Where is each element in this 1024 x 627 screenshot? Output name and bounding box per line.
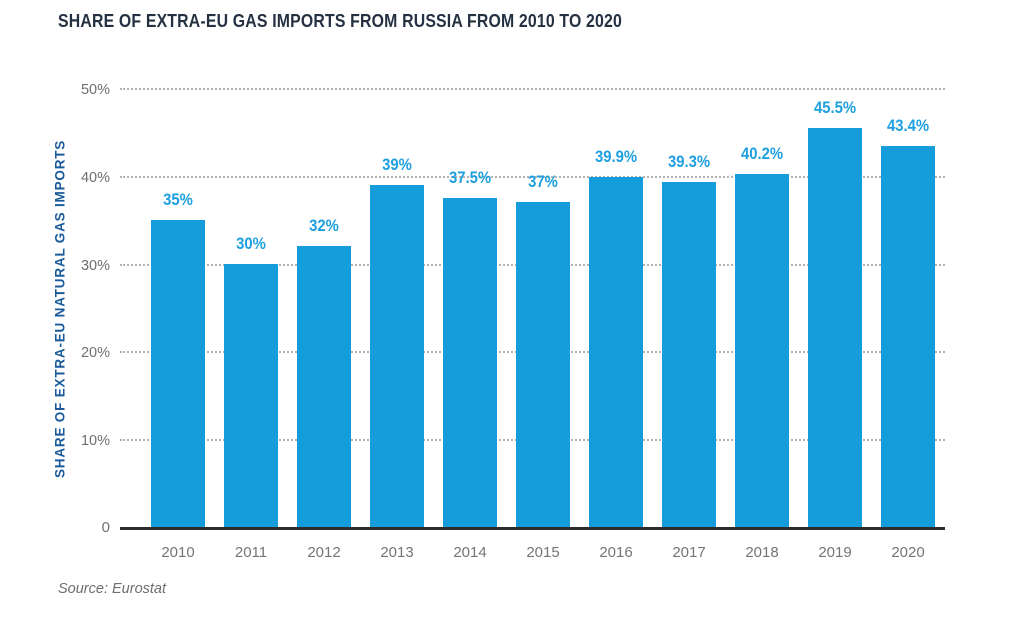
bar-group-2015: 37% 2015 [516, 88, 570, 561]
bar-group-2014: 37.5% 2014 [443, 88, 497, 561]
bar-group-2018: 40.2% 2018 [735, 88, 789, 561]
bar-value-label: 40.2% [740, 145, 784, 164]
y-axis-title: SHARE OF EXTRA-EU NATURAL GAS IMPORTS [52, 139, 68, 479]
bar-2015 [516, 202, 570, 527]
x-tick-label: 2017 [672, 544, 706, 561]
grid-line-50: 50% [81, 82, 945, 98]
bar-value-label: 39.3% [667, 152, 711, 171]
bar-value-label: 35% [163, 190, 193, 209]
y-tick-label: 40% [80, 169, 110, 186]
bar-2014 [443, 197, 497, 527]
bar-2013 [370, 184, 424, 527]
bar-2020 [881, 145, 935, 527]
grid-line-40: 40% [81, 170, 945, 186]
bar-group-2011: 30% 2011 [224, 88, 278, 561]
bar-2010 [151, 219, 205, 527]
source-note: Source: Eurostat [58, 581, 166, 597]
x-tick-label: 2010 [161, 544, 195, 561]
bar-group-2019: 45.5% 2019 [808, 88, 862, 561]
plot-area: 10% 20% 30% 40% 50% 35% 2010 30% 2011 32% 2012 39% 2… [81, 82, 945, 561]
x-tick-label: 2018 [745, 544, 779, 561]
bar-value-label: 39.9% [594, 147, 638, 166]
bars-row: 35% 2010 30% 2011 32% 2012 39% 2013 37.5% 2014 37%… [120, 88, 945, 561]
bar-value-label: 37% [528, 173, 558, 192]
x-tick-label: 2011 [234, 544, 268, 561]
y-tick-label-zero: 0 [101, 519, 110, 536]
bar-value-label: 43.4% [886, 116, 930, 135]
bar-2019 [808, 127, 862, 527]
bar-value-label: 32% [309, 217, 339, 236]
bar-2012 [297, 246, 351, 527]
bar-value-label: 30% [236, 234, 266, 253]
y-tick-label: 30% [80, 257, 110, 274]
bar-group-2012: 32% 2012 [297, 88, 351, 561]
x-tick-label: 2012 [307, 544, 341, 561]
y-tick-label: 50% [80, 82, 110, 98]
bar-group-2010: 35% 2010 [151, 88, 205, 561]
bar-group-2017: 39.3% 2017 [662, 88, 716, 561]
bar-2016 [589, 176, 643, 527]
y-tick-label: 10% [80, 433, 110, 450]
chart-title: SHARE OF EXTRA-EU GAS IMPORTS FROM RUSSI… [58, 11, 622, 31]
x-tick-label: 2013 [380, 544, 414, 561]
x-tick-label: 2014 [453, 544, 487, 561]
bar-2018 [735, 174, 789, 527]
bar-group-2020: 43.4% 2020 [881, 88, 935, 561]
bar-2011 [224, 263, 278, 527]
y-tick-label: 20% [80, 345, 110, 362]
bar-group-2013: 39% 2013 [370, 88, 424, 561]
bar-2017 [662, 181, 716, 527]
bar-value-label: 39% [382, 155, 412, 174]
x-tick-label: 2020 [891, 544, 925, 561]
bar-group-2016: 39.9% 2016 [589, 88, 643, 561]
x-tick-label: 2019 [818, 544, 852, 561]
bar-value-label: 37.5% [448, 168, 492, 187]
bar-value-label: 45.5% [813, 98, 857, 117]
x-tick-label: 2015 [526, 544, 560, 561]
x-tick-label: 2016 [599, 544, 633, 561]
